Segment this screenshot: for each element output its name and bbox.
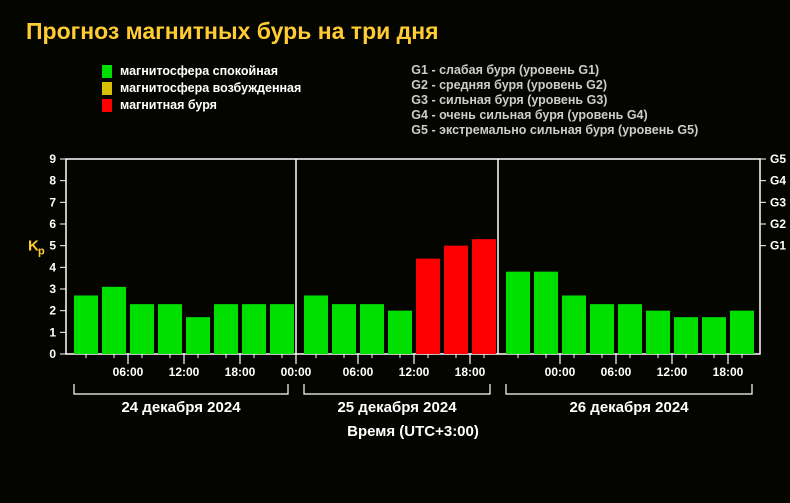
kp-bar	[214, 304, 238, 354]
svg-text:p: p	[38, 246, 45, 258]
kp-bar	[534, 272, 558, 354]
kp-bar	[158, 304, 182, 354]
kp-bar	[646, 311, 670, 354]
svg-text:12:00: 12:00	[169, 365, 200, 379]
legend-g-scale: G1 - слабая буря (уровень G1)G2 - средня…	[411, 63, 698, 138]
legend-g-line: G3 - сильная буря (уровень G3)	[411, 93, 698, 108]
legend-g-line: G2 - средняя буря (уровень G2)	[411, 78, 698, 93]
kp-bar	[242, 304, 266, 354]
svg-text:7: 7	[49, 195, 56, 209]
legend-item: магнитная буря	[102, 97, 301, 114]
svg-text:3: 3	[49, 282, 56, 296]
kp-bar	[332, 304, 356, 354]
svg-text:4: 4	[49, 260, 56, 274]
legend-g-line: G4 - очень сильная буря (уровень G4)	[411, 108, 698, 123]
svg-text:25 декабря 2024: 25 декабря 2024	[337, 399, 457, 416]
svg-text:1: 1	[49, 325, 56, 339]
legend-swatch	[102, 65, 112, 78]
legend-g-line: G5 - экстремально сильная буря (уровень …	[411, 123, 698, 138]
svg-text:G5: G5	[770, 154, 786, 166]
legend-label: магнитосфера спокойная	[120, 63, 278, 80]
legend-label: магнитная буря	[120, 97, 217, 114]
svg-text:G2: G2	[770, 217, 786, 231]
kp-bar	[562, 296, 586, 355]
legend-color-key: магнитосфера спокойнаямагнитосфера возбу…	[102, 63, 301, 138]
svg-text:18:00: 18:00	[225, 365, 256, 379]
kp-bar	[102, 287, 126, 354]
legend-item: магнитосфера спокойная	[102, 63, 301, 80]
svg-text:06:00: 06:00	[113, 365, 144, 379]
kp-bar	[130, 304, 154, 354]
kp-bar	[388, 311, 412, 354]
page-title: Прогноз магнитных бурь на три дня	[0, 0, 790, 45]
svg-text:Время (UTC+3:00): Время (UTC+3:00)	[347, 423, 479, 440]
svg-text:18:00: 18:00	[455, 365, 486, 379]
kp-bar	[472, 239, 496, 354]
svg-text:G3: G3	[770, 195, 786, 209]
svg-text:12:00: 12:00	[657, 365, 688, 379]
svg-text:2: 2	[49, 304, 56, 318]
kp-bar	[186, 317, 210, 354]
kp-bar	[702, 317, 726, 354]
kp-bar	[618, 304, 642, 354]
svg-text:8: 8	[49, 174, 56, 188]
kp-bar	[506, 272, 530, 354]
svg-text:24 декабря 2024: 24 декабря 2024	[121, 399, 241, 416]
svg-text:18:00: 18:00	[713, 365, 744, 379]
svg-text:9: 9	[49, 154, 56, 166]
kp-bar-chart: 0123456789G1G2G3G4G5Kp06:0012:0018:0000:…	[0, 154, 790, 474]
svg-text:06:00: 06:00	[601, 365, 632, 379]
kp-bar	[360, 304, 384, 354]
legend-row: магнитосфера спокойнаямагнитосфера возбу…	[0, 45, 790, 138]
svg-text:0: 0	[49, 347, 56, 361]
kp-bar	[416, 259, 440, 354]
svg-text:00:00: 00:00	[281, 365, 312, 379]
kp-bar	[730, 311, 754, 354]
legend-label: магнитосфера возбужденная	[120, 80, 301, 97]
kp-bar	[590, 304, 614, 354]
kp-bar	[444, 246, 468, 354]
kp-bar	[270, 304, 294, 354]
legend-item: магнитосфера возбужденная	[102, 80, 301, 97]
legend-g-line: G1 - слабая буря (уровень G1)	[411, 63, 698, 78]
svg-text:G1: G1	[770, 239, 786, 253]
kp-bar	[304, 296, 328, 355]
svg-text:5: 5	[49, 239, 56, 253]
svg-text:00:00: 00:00	[545, 365, 576, 379]
svg-text:G4: G4	[770, 174, 786, 188]
svg-text:12:00: 12:00	[399, 365, 430, 379]
legend-swatch	[102, 99, 112, 112]
svg-text:26 декабря 2024: 26 декабря 2024	[569, 399, 689, 416]
svg-text:6: 6	[49, 217, 56, 231]
kp-bar	[74, 296, 98, 355]
legend-swatch	[102, 82, 112, 95]
svg-text:06:00: 06:00	[343, 365, 374, 379]
kp-bar	[674, 317, 698, 354]
